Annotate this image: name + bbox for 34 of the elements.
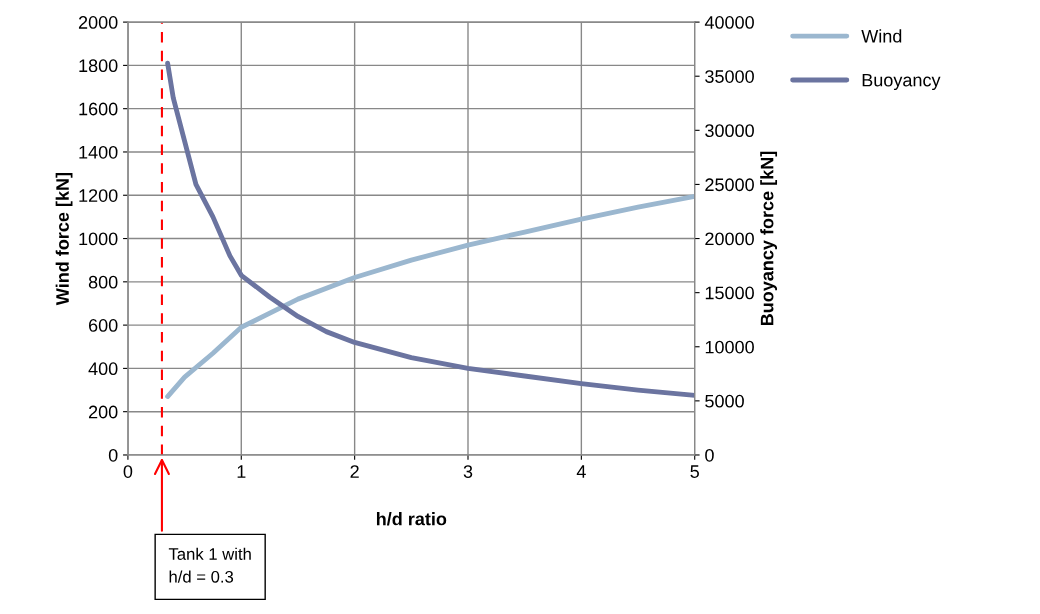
legend-label: Buoyancy: [862, 73, 941, 91]
x-tick-label: 2: [350, 465, 359, 478]
y2-axis-title: Buoyancy force [kN]: [760, 151, 778, 326]
y-tick-label: 1600: [79, 102, 118, 116]
x-tick-label: 0: [123, 465, 133, 478]
y-tick-label: 200: [88, 405, 118, 419]
y-axis-title: Wind force [kN]: [55, 172, 73, 306]
x-axis-title: h/d ratio: [376, 512, 447, 526]
y2-tick-label: 10000: [705, 340, 754, 354]
y2-tick-label: 25000: [705, 178, 754, 192]
y-tick-label: 2000: [78, 16, 118, 29]
y-tick-label: 600: [88, 319, 118, 332]
y-tick-label: 1000: [79, 232, 118, 246]
y2-tick-label: 0: [705, 448, 714, 462]
y-tick-label: 1400: [79, 145, 118, 159]
y-tick-label: 400: [88, 362, 118, 376]
x-tick-label: 5: [690, 465, 699, 478]
y2-tick-label: 40000: [704, 16, 754, 29]
y2-tick-label: 5000: [705, 394, 744, 408]
y2-tick-label: 35000: [705, 70, 754, 83]
y2-tick-label: 20000: [705, 232, 754, 246]
y2-tick-label: 15000: [705, 286, 754, 300]
y-tick-label: 1200: [79, 189, 118, 202]
line-series: [165, 193, 695, 399]
y2-tick-label: 30000: [705, 124, 754, 138]
y-tick-label: 800: [88, 275, 118, 289]
legend-label: Wind: [861, 29, 902, 43]
y-tick-label: 0: [108, 448, 118, 462]
x-tick-label: 1: [237, 465, 246, 478]
x-tick-label: 4: [576, 465, 586, 478]
line-series: [165, 60, 695, 398]
x-tick-label: 3: [463, 465, 473, 478]
text: Tank 1 with h/d = 0.3: [168, 547, 251, 583]
y-tick-label: 1800: [79, 59, 118, 73]
